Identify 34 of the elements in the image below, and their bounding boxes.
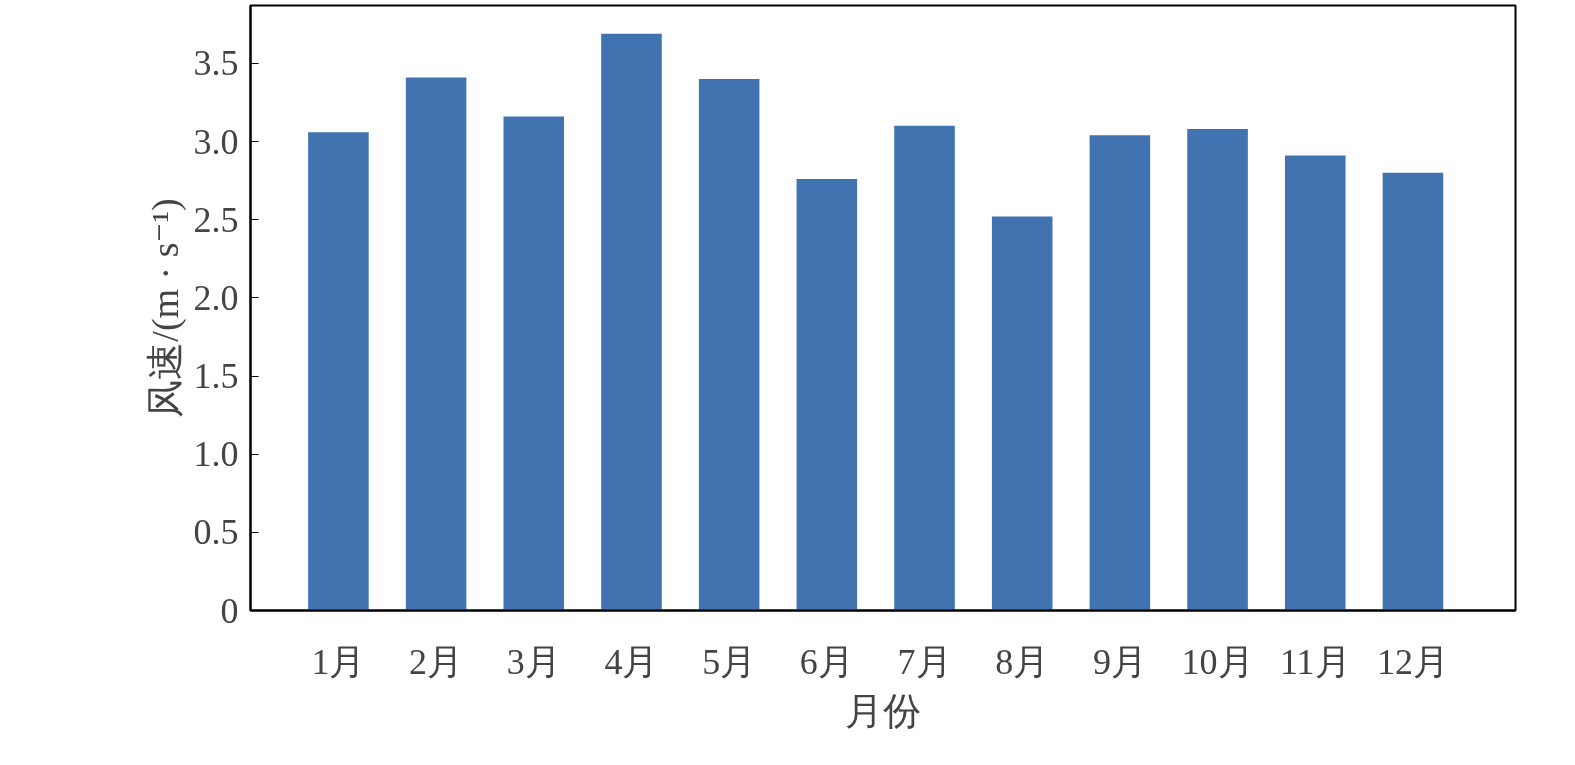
x-tick-label: 6月 [799, 641, 854, 682]
x-tick-label: 4月 [604, 641, 659, 682]
x-tick-label: 5月 [702, 641, 757, 682]
y-tick-label: 0.5 [193, 512, 239, 553]
x-tick-label: 9月 [1092, 641, 1147, 682]
bar [1089, 135, 1151, 611]
y-tick-label: 3.0 [193, 121, 239, 162]
bar [1187, 129, 1248, 611]
bar [991, 216, 1053, 611]
x-tick-label: 12月 [1376, 641, 1449, 682]
bar [308, 132, 369, 611]
x-tick-label: 3月 [506, 641, 561, 682]
y-tick-label: 0 [220, 590, 239, 631]
x-tick-label: 1月 [311, 641, 366, 682]
x-tick-label: 7月 [897, 641, 952, 682]
x-tick-label: 11月 [1279, 641, 1351, 682]
bar [405, 77, 467, 611]
bar [503, 116, 565, 611]
y-tick-label: 1.5 [193, 356, 239, 396]
bar [1382, 172, 1444, 611]
y-tick-label: 1.0 [193, 434, 239, 475]
y-axis-title: 风速/(m · s⁻¹) [143, 198, 187, 418]
bar [796, 179, 858, 611]
bar [1284, 155, 1346, 611]
x-axis-title: 月份 [845, 689, 921, 732]
y-tick-label: 2.0 [193, 277, 239, 318]
bar [698, 78, 760, 611]
x-tick-label: 10月 [1181, 641, 1254, 682]
x-tick-label: 2月 [409, 641, 464, 682]
bar [601, 33, 662, 611]
bar [894, 125, 955, 611]
x-tick-label: 8月 [995, 641, 1050, 682]
y-tick-label: 3.5 [193, 43, 239, 84]
y-tick-label: 2.5 [193, 199, 239, 240]
